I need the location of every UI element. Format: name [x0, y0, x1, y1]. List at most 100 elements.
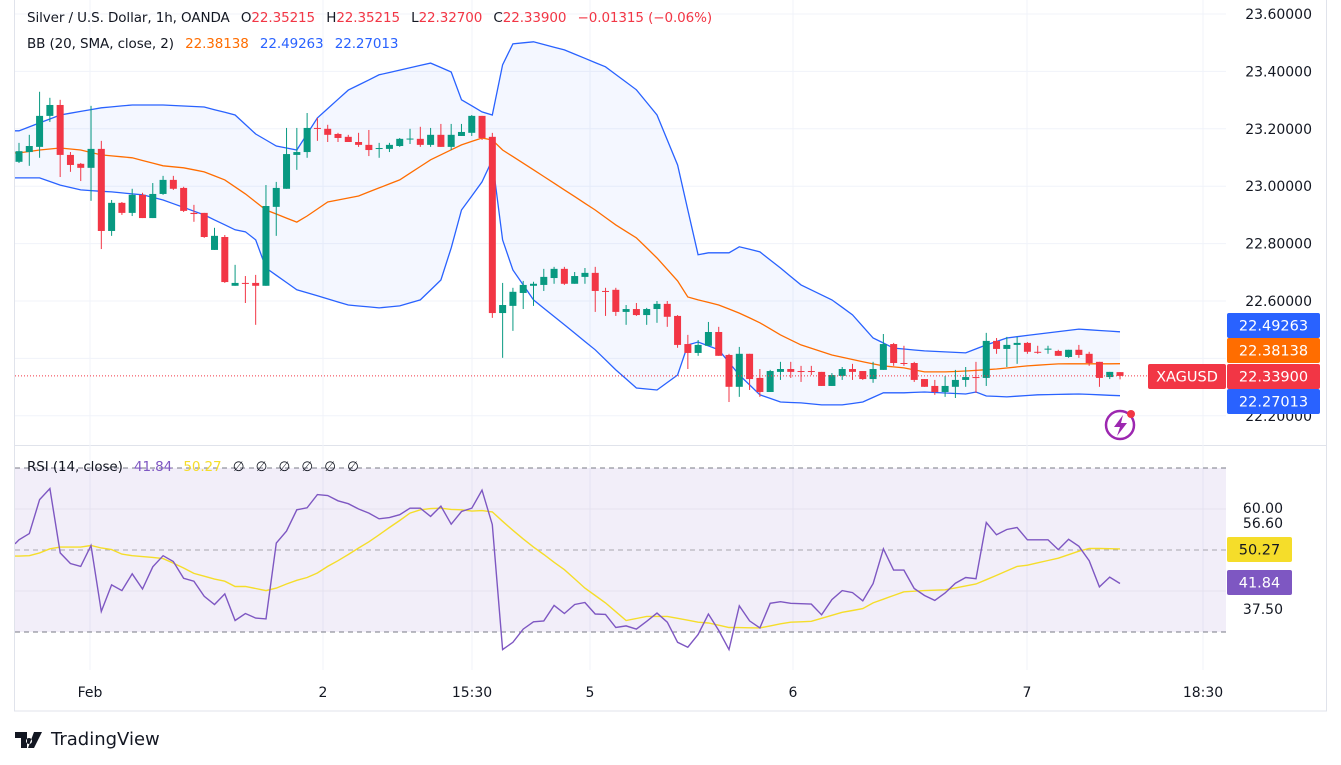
candle-body [56, 104, 64, 155]
candle-body [303, 127, 311, 153]
lightning-alert-icon[interactable] [1104, 409, 1136, 441]
bb-lower-price-label-text: 22.27013 [1239, 395, 1308, 411]
price-pane[interactable] [15, 41, 1124, 406]
candle [138, 192, 146, 219]
candle-body [848, 369, 856, 372]
bb-upper-price-label-text: 22.49263 [1239, 319, 1308, 335]
rsi-ma-line [15, 507, 1121, 629]
candle [725, 353, 733, 403]
candle-body [355, 142, 363, 145]
candle-body [293, 152, 301, 155]
candle [972, 361, 980, 393]
candle-body [591, 272, 599, 291]
candle [262, 185, 270, 286]
candle [427, 127, 435, 147]
candle [550, 266, 558, 284]
candle [828, 373, 836, 386]
candle-body [97, 148, 105, 231]
rsi-price-label-text: 41.84 [1239, 576, 1281, 592]
time-axis-label: 18:30 [1183, 685, 1223, 701]
open-value: 22.35215 [251, 10, 316, 26]
candle-body [1013, 342, 1021, 345]
candle [1085, 351, 1093, 366]
candle [776, 361, 784, 380]
candle-body [530, 283, 537, 286]
rsi-ma-price-label-text: 50.27 [1239, 543, 1281, 559]
candle-body [313, 127, 321, 129]
candle [653, 301, 661, 323]
candle-body [396, 138, 404, 147]
candle [324, 124, 332, 143]
candle [36, 91, 44, 158]
candle-body [159, 179, 167, 194]
rsi-pane[interactable] [15, 467, 1226, 652]
candle [921, 379, 929, 387]
candle [334, 132, 342, 143]
candle [97, 140, 105, 250]
candle-body [272, 187, 280, 207]
time-axis-label: 5 [586, 685, 595, 701]
rsi-line [15, 486, 1121, 652]
rsi-value: 41.84 [134, 459, 173, 475]
rsi-empty-value: ∅ [278, 459, 291, 475]
candle [447, 123, 455, 151]
candle [499, 282, 507, 358]
price-axis-label: 23.40000 [1245, 64, 1312, 80]
candle-body [1065, 349, 1073, 357]
candle [375, 142, 383, 158]
last-price-label-text: 22.33900 [1239, 370, 1308, 386]
candle [1023, 342, 1031, 354]
candle [1075, 344, 1083, 358]
candle [159, 175, 167, 195]
rsi-title[interactable]: RSI (14, close) [27, 459, 123, 475]
candle-body [632, 309, 640, 316]
high-value: 22.35215 [336, 10, 400, 26]
price-axis-label: 23.00000 [1245, 179, 1312, 195]
tradingview-logo-icon [15, 731, 42, 748]
candle-body [859, 371, 867, 380]
candle-body [818, 371, 826, 386]
candle-body [66, 154, 74, 165]
bb-basis-price-label-text: 22.38138 [1239, 344, 1308, 360]
candle [169, 175, 177, 190]
candle-body [324, 128, 332, 135]
rsi-ma-price-label: 50.27 [1227, 537, 1292, 562]
candle [509, 287, 517, 331]
candle [807, 365, 815, 376]
candle-body [550, 268, 558, 279]
candle [684, 334, 692, 370]
candle-body [1116, 372, 1124, 376]
candle [674, 315, 682, 348]
candle [15, 142, 23, 163]
candle-body [283, 154, 291, 189]
candle [56, 99, 64, 178]
candle [632, 303, 640, 316]
candle-body [715, 331, 723, 356]
candle-body [488, 136, 496, 314]
candle-body [890, 344, 898, 363]
candle [200, 212, 208, 238]
candle-body [653, 303, 661, 310]
candle-body [746, 353, 754, 380]
candle [437, 123, 445, 147]
candle-body [540, 276, 548, 285]
candle [283, 127, 291, 189]
symbol-title[interactable]: Silver / U.S. Dollar, 1h, OANDA [27, 10, 230, 26]
candle-body [87, 148, 95, 168]
candle-body [46, 104, 54, 116]
tradingview-brand[interactable]: TradingView [15, 729, 160, 750]
bb-title[interactable]: BB (20, SMA, close, 2) [27, 36, 174, 52]
candle-body [447, 134, 455, 147]
candle [797, 365, 805, 382]
symbol-legend: Silver / U.S. Dollar, 1h, OANDA O22.3521… [27, 10, 712, 26]
candle-body [972, 377, 980, 379]
open-label: O [240, 10, 252, 26]
candle [1044, 345, 1052, 354]
candle-body [602, 290, 610, 292]
candle [1054, 349, 1062, 356]
candle-body [1023, 342, 1031, 352]
candle [982, 332, 990, 386]
candle-body [1003, 344, 1011, 349]
low-label: L [411, 10, 419, 26]
